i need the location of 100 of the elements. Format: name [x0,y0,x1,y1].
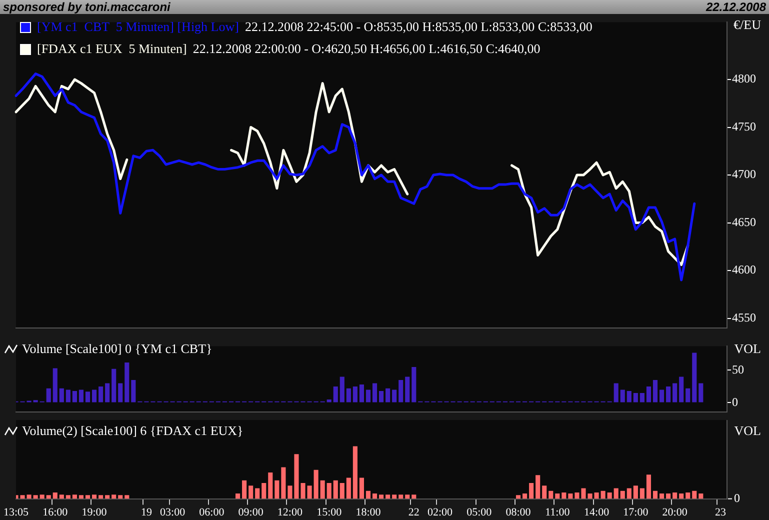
y-tick-label: 4600 [732,262,756,277]
bar [698,383,704,402]
bar [679,376,684,402]
y-tick-label: 4550 [732,310,756,324]
bar [386,494,390,499]
bar [672,383,678,402]
bar [620,490,625,499]
bar [288,486,292,499]
bar [59,388,64,402]
bar [633,392,638,402]
x-tick-label: 15:00 [316,506,342,518]
chart-subtitle: 22.12.2008 [706,0,766,14]
bar [640,392,644,402]
x-tick-label: 11:00 [545,506,570,518]
y-axis-title: €/EU [734,17,761,33]
bar [392,390,397,402]
annotation: 22.12.2008 22:00:00 - O:4620,50 H:4656,00 L:4616,50 C:4640,00 [192,40,540,58]
bar [40,494,44,499]
x-tick-label: 18:00 [356,506,382,518]
bar [392,494,397,499]
bar [78,390,84,402]
x-tick-label: 02:00 [427,506,454,518]
y-tick-label: 0 [732,394,738,409]
bar [412,494,416,499]
bar [33,495,38,499]
bar [659,494,664,499]
bar [548,490,554,499]
chart-title: Volume [Scale100] 0 {YM c1 CBT} [22,341,212,357]
bar [359,384,364,402]
bar [646,474,652,499]
bar [124,495,130,499]
x-tick-label: 06:00 [199,506,225,518]
bar [405,494,410,499]
bar [235,494,240,499]
bar [78,495,84,499]
y-tick-label: 4700 [732,167,756,182]
bar [646,386,652,402]
bar [529,483,534,499]
x-tick-label: 17:00 [623,506,649,518]
bar [242,480,247,499]
bar [118,383,123,402]
bar [652,380,658,402]
bar [640,488,644,499]
bar [92,390,97,402]
bar [118,495,123,499]
bar [352,386,358,402]
y-axis-title: VOL [734,341,761,357]
x-tick-label: 13:05 [3,506,30,518]
x-tick-label: 14:00 [584,506,610,518]
bar [352,446,358,499]
bar [359,478,364,499]
bar [372,494,378,499]
bar [262,483,266,499]
chart-title: sponsored by toni.maccaroni [3,0,170,14]
bar [614,383,618,402]
bar [46,388,51,402]
bar [620,390,625,402]
legend-label: [FDAX c1 EUX 5 Minuten] [37,40,187,58]
x-tick-label: 23 [714,506,726,518]
bar [633,486,638,499]
bar [679,494,684,499]
bar [379,494,384,499]
bar [366,390,371,402]
bar [92,494,97,499]
bar [314,470,318,499]
bar [346,478,351,499]
bar [52,492,58,499]
bar [66,390,70,402]
bar [26,494,32,499]
bar [516,495,521,499]
bar [333,480,338,499]
bar [614,488,618,499]
bar [666,494,671,499]
bar [333,386,338,402]
bar [600,490,606,499]
bar [98,386,104,402]
bar [320,480,325,499]
bar [72,391,77,402]
bar [626,488,632,499]
x-tick-label: 16:00 [42,506,68,518]
bar [340,483,344,499]
bar [405,376,410,402]
x-tick-label: 22 [408,506,420,518]
x-tick-label: 20:00 [662,506,688,518]
bar [686,492,690,499]
bar [398,380,404,402]
bar [555,494,560,499]
bar [562,492,566,499]
bar [274,480,280,499]
y-axis-title: VOL [734,423,761,439]
bar [85,495,90,499]
y-tick-label: 4750 [732,119,756,134]
y-tick-label: 4800 [732,72,756,86]
bar [607,492,612,499]
bar [268,472,273,499]
bar [112,368,116,402]
x-tick-label: 08:00 [506,506,532,518]
bar [105,383,110,402]
bar [255,488,260,499]
bar [568,494,573,499]
